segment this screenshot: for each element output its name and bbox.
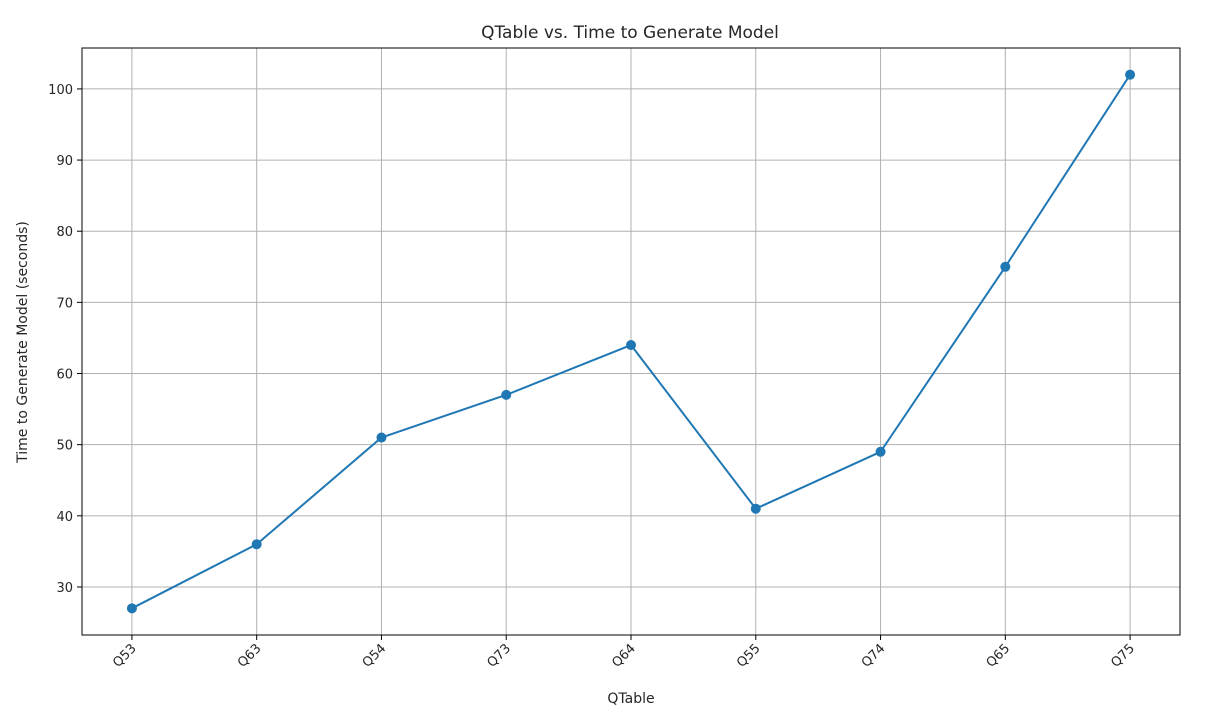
y-tick-label: 70 <box>56 296 73 311</box>
y-tick-label: 90 <box>56 154 73 169</box>
data-point-q75 <box>1125 69 1136 80</box>
x-tick-label: Q75 <box>1108 641 1138 671</box>
y-axis-title: Time to Generate Model (seconds) <box>15 221 31 464</box>
series-layer <box>126 69 1136 614</box>
data-point-q64 <box>626 340 636 351</box>
y-tick-label: 80 <box>56 225 73 240</box>
data-point-q53 <box>126 603 137 614</box>
chart-title: QTable vs. Time to Generate Model <box>481 23 779 43</box>
x-tick-label: Q74 <box>859 641 889 671</box>
y-tick-label: 40 <box>56 510 73 525</box>
data-point-q63 <box>251 539 262 550</box>
x-tick-label: Q64 <box>609 641 639 671</box>
x-axis-title: QTable <box>607 691 654 707</box>
y-tick-label: 50 <box>56 439 73 454</box>
x-tick-label: Q63 <box>235 641 265 671</box>
x-tick-label: Q54 <box>360 641 390 671</box>
data-point-q54 <box>376 432 387 443</box>
data-point-q73 <box>501 389 512 400</box>
x-tick-label: Q53 <box>110 641 140 671</box>
y-tick-label: 60 <box>56 368 73 383</box>
y-tick-label: 100 <box>48 83 73 98</box>
y-axis-ticks: 30 40 50 60 70 80 90 100 <box>48 83 82 596</box>
x-tick-label: Q65 <box>984 641 1014 671</box>
y-tick-label: 30 <box>56 581 73 596</box>
x-tick-label: Q73 <box>485 641 515 671</box>
x-axis-ticks: Q53 Q63 Q54 Q73 Q64 Q55 Q74 Q65 Q75 <box>110 635 1138 671</box>
data-point-q74 <box>875 446 886 457</box>
x-tick-label: Q55 <box>734 641 764 671</box>
data-point-q65 <box>1000 261 1011 272</box>
data-point-q55 <box>750 503 761 514</box>
